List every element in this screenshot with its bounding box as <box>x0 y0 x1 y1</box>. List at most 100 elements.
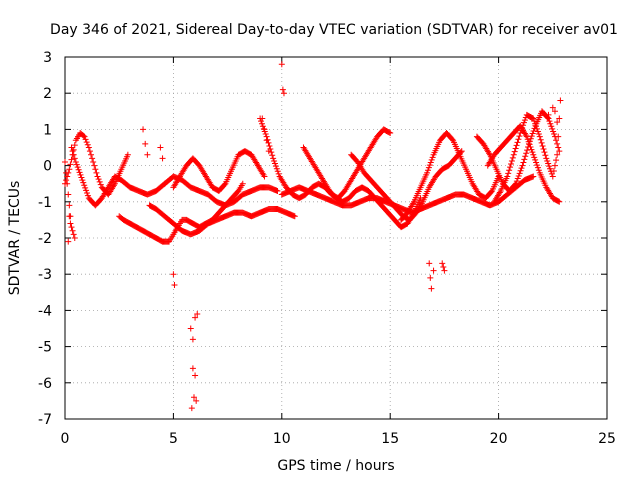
data-point <box>159 155 166 162</box>
data-point <box>527 135 534 142</box>
data-point <box>66 166 73 173</box>
data-point <box>269 152 276 159</box>
data-point <box>83 139 90 146</box>
data-point <box>171 282 178 289</box>
data-point <box>386 129 393 136</box>
data-point <box>170 271 177 278</box>
y-tick-label: 1 <box>43 122 52 138</box>
data-point <box>261 126 268 133</box>
data-point <box>187 325 194 332</box>
data-point <box>70 231 77 238</box>
data-point <box>97 181 104 188</box>
data-point <box>425 164 432 171</box>
x-tick-label: 5 <box>169 431 178 447</box>
data-point <box>512 180 519 187</box>
data-point <box>417 195 424 202</box>
data-point <box>544 157 551 164</box>
data-point <box>258 118 265 125</box>
x-axis-label: GPS time / hours <box>277 458 394 474</box>
data-point <box>83 190 90 197</box>
y-tick-label: -2 <box>38 231 52 247</box>
data-point <box>75 166 82 173</box>
x-tick-label: 25 <box>598 431 616 447</box>
data-point <box>124 151 131 158</box>
data-point <box>157 144 164 151</box>
data-point <box>524 136 531 143</box>
data-point <box>262 131 269 138</box>
data-point <box>544 114 551 121</box>
data-point <box>519 162 526 169</box>
data-point <box>63 169 70 176</box>
y-tick-label: -1 <box>38 195 52 211</box>
data-point <box>80 132 87 139</box>
data-point <box>73 161 80 168</box>
y-tick-label: -5 <box>38 340 52 356</box>
data-point <box>74 164 81 171</box>
data-point <box>71 235 78 241</box>
data-point <box>142 140 149 147</box>
data-point <box>508 157 515 164</box>
y-axis-label: SDTVAR / TECUs <box>7 181 23 296</box>
data-point <box>77 171 84 178</box>
data-point <box>426 162 433 169</box>
data-point <box>76 169 83 176</box>
data-point <box>93 169 100 176</box>
data-point <box>426 260 433 267</box>
data-point <box>532 120 539 127</box>
data-point <box>517 167 524 174</box>
data-point <box>555 198 562 205</box>
x-tick-label: 10 <box>273 431 291 447</box>
data-point <box>549 173 556 180</box>
data-point <box>515 172 522 179</box>
data-point <box>79 177 86 184</box>
data-point <box>533 159 540 166</box>
data-point <box>548 123 555 130</box>
data-point <box>512 145 519 152</box>
data-point <box>271 157 278 164</box>
data-point <box>530 151 537 158</box>
data-point <box>514 139 521 146</box>
data-point <box>67 220 74 227</box>
data-point <box>263 137 270 144</box>
y-tick-label: -6 <box>38 376 52 392</box>
data-point <box>424 167 431 174</box>
chart-title: Day 346 of 2021, Sidereal Day-to-day VTE… <box>50 22 618 38</box>
data-point <box>68 156 75 163</box>
data-point <box>387 130 394 137</box>
data-point <box>528 133 535 140</box>
data-point <box>518 165 525 172</box>
data-point <box>518 127 525 134</box>
data-point <box>519 124 526 131</box>
data-point <box>96 178 103 185</box>
data-point <box>85 144 92 151</box>
data-point <box>530 127 537 134</box>
data-point <box>190 394 197 401</box>
data-point <box>507 161 514 168</box>
y-tick-label: 0 <box>43 159 52 175</box>
data-point <box>68 144 75 151</box>
data-point <box>429 154 436 161</box>
data-point <box>64 173 71 180</box>
data-point <box>71 155 78 162</box>
data-point <box>64 180 71 187</box>
data-point <box>70 151 77 158</box>
data-point <box>71 142 78 149</box>
data-point <box>193 397 200 404</box>
data-point <box>428 285 435 292</box>
data-point <box>553 157 560 164</box>
data-points <box>62 61 564 412</box>
data-point <box>509 154 516 161</box>
data-point <box>279 86 286 93</box>
data-point <box>280 90 287 97</box>
data-point <box>80 179 87 186</box>
data-point <box>521 156 528 163</box>
data-point <box>66 202 73 209</box>
data-point <box>526 141 533 148</box>
data-point <box>554 119 561 126</box>
data-point <box>524 147 531 154</box>
data-point <box>427 159 434 166</box>
data-point <box>92 166 99 173</box>
data-point <box>523 133 530 140</box>
data-point <box>542 152 549 159</box>
